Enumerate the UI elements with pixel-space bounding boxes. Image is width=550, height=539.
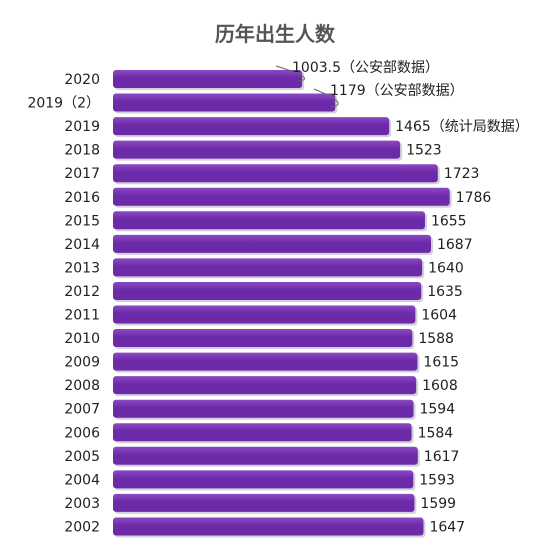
- value-label-1: 1179（公安部数据）: [330, 83, 464, 99]
- bar-1: [113, 93, 336, 112]
- category-label-11: 2010: [64, 331, 100, 347]
- category-label-0: 2020: [64, 72, 100, 88]
- bar-13: [113, 376, 417, 395]
- category-label-17: 2004: [64, 472, 100, 488]
- value-label-10: 1604: [421, 308, 457, 324]
- category-label-7: 2014: [64, 237, 100, 253]
- category-label-18: 2003: [64, 496, 100, 512]
- value-label-17: 1593: [419, 472, 455, 488]
- category-label-8: 2013: [64, 260, 100, 276]
- value-label-7: 1687: [437, 237, 473, 253]
- value-label-9: 1635: [427, 284, 463, 300]
- bar-5: [113, 187, 450, 206]
- category-label-1: 2019（2）: [27, 96, 100, 112]
- value-label-3: 1523: [406, 143, 442, 159]
- value-label-2: 1465（统计局数据）: [395, 119, 529, 135]
- bars-layer: [113, 70, 452, 538]
- category-label-6: 2015: [64, 213, 100, 229]
- value-label-18: 1599: [420, 496, 456, 512]
- category-label-15: 2006: [64, 425, 100, 441]
- value-label-19: 1647: [429, 519, 465, 535]
- value-label-6: 1655: [431, 213, 467, 229]
- bar-4: [113, 164, 438, 183]
- bar-16: [113, 446, 418, 465]
- bar-9: [113, 281, 422, 300]
- category-label-14: 2007: [64, 402, 100, 418]
- bar-8: [113, 258, 423, 277]
- annotation-line-1: [313, 88, 339, 108]
- bar-3: [113, 140, 401, 159]
- bar-15: [113, 423, 412, 442]
- bar-7: [113, 234, 431, 253]
- value-label-13: 1608: [422, 378, 458, 394]
- value-label-15: 1584: [418, 425, 454, 441]
- chart-title: 历年出生人数: [215, 22, 336, 46]
- category-label-19: 2002: [64, 519, 100, 535]
- labels-layer: 2020 1003.5（公安部数据） 2019（2） 1179（公安部数据） 2019 1…: [27, 60, 528, 535]
- category-label-4: 2017: [64, 166, 100, 182]
- category-label-2: 2019: [64, 119, 100, 135]
- bar-12: [113, 352, 418, 371]
- bar-2: [113, 117, 390, 136]
- bar-17: [113, 470, 414, 489]
- category-label-16: 2005: [64, 449, 100, 465]
- bar-0: [113, 70, 303, 88]
- bar-18: [113, 493, 415, 512]
- value-label-12: 1615: [423, 355, 459, 371]
- annotation-line-0: [275, 65, 305, 82]
- value-label-16: 1617: [424, 449, 460, 465]
- category-label-9: 2012: [64, 284, 100, 300]
- value-label-11: 1588: [418, 331, 454, 347]
- category-label-10: 2011: [64, 308, 100, 324]
- category-label-12: 2009: [64, 355, 100, 371]
- bar-14: [113, 399, 414, 418]
- bar-6: [113, 211, 425, 230]
- bar-19: [113, 517, 424, 536]
- category-label-13: 2008: [64, 378, 100, 394]
- bar-11: [113, 329, 413, 348]
- bar-10: [113, 305, 416, 324]
- category-label-5: 2016: [64, 190, 100, 206]
- category-label-3: 2018: [64, 143, 100, 159]
- value-label-14: 1594: [419, 402, 455, 418]
- value-label-0: 1003.5（公安部数据）: [292, 60, 439, 76]
- value-label-4: 1723: [444, 166, 480, 182]
- value-label-8: 1640: [428, 260, 464, 276]
- value-label-5: 1786: [456, 190, 492, 206]
